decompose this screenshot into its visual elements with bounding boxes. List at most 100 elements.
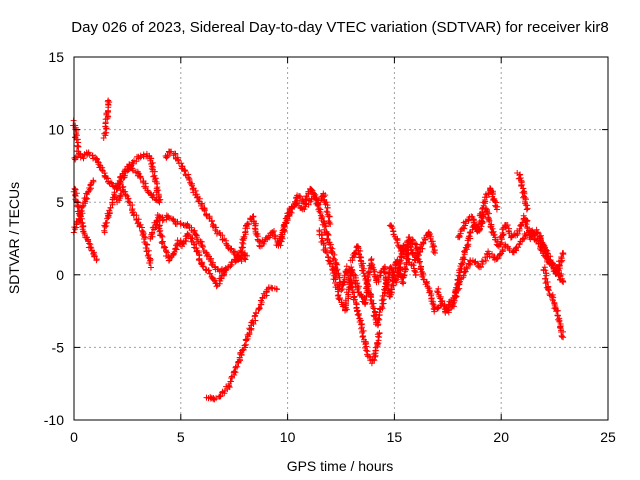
data-point	[140, 230, 147, 237]
data-point	[137, 152, 144, 159]
data-point	[249, 214, 256, 220]
data-point	[258, 299, 265, 306]
data-point	[430, 243, 437, 250]
data-point	[308, 186, 315, 193]
data-point	[86, 186, 93, 193]
x-tick-label: 20	[493, 429, 509, 445]
data-point	[456, 233, 463, 240]
data-point	[549, 296, 556, 303]
data-point	[376, 329, 383, 336]
data-point	[101, 227, 108, 234]
data-point	[535, 229, 542, 236]
y-tick-label: 10	[48, 122, 64, 138]
data-point	[420, 276, 427, 283]
data-point	[499, 226, 506, 233]
data-point	[419, 245, 426, 252]
data-point	[434, 289, 441, 296]
data-point	[416, 259, 423, 266]
data-point	[365, 268, 372, 275]
data-point	[105, 97, 112, 104]
data-point	[465, 241, 472, 248]
data-point	[422, 236, 429, 243]
data-point	[493, 206, 500, 213]
data-point	[392, 277, 399, 284]
data-point	[271, 228, 277, 234]
data-point	[389, 286, 395, 293]
data-point	[298, 204, 305, 211]
data-series-track-r	[455, 185, 501, 241]
data-point	[370, 351, 377, 358]
chart-title: Day 026 of 2023, Sidereal Day-to-day VTE…	[71, 19, 608, 36]
data-point	[85, 237, 91, 244]
data-point	[381, 283, 388, 290]
y-tick-label: -5	[52, 339, 65, 355]
data-point	[210, 277, 217, 284]
data-point	[316, 208, 323, 215]
data-point	[368, 301, 375, 307]
data-point	[168, 148, 175, 155]
data-point	[147, 264, 154, 271]
data-point	[322, 192, 329, 199]
data-point	[410, 262, 417, 269]
data-point	[73, 190, 80, 197]
data-point	[284, 210, 291, 217]
data-point	[560, 334, 567, 341]
data-point	[142, 183, 149, 190]
data-point	[456, 276, 463, 283]
data-point	[386, 274, 393, 281]
data-point	[411, 268, 418, 275]
data-point	[236, 356, 243, 363]
data-point	[205, 267, 212, 274]
data-point	[244, 220, 251, 227]
data-point	[85, 149, 92, 156]
data-point	[159, 239, 166, 246]
data-point	[87, 244, 94, 251]
data-point	[323, 223, 329, 230]
x-tick-label: 25	[600, 429, 616, 445]
data-point	[523, 206, 530, 213]
data-point	[173, 246, 180, 253]
data-point	[516, 226, 523, 232]
data-point	[400, 272, 407, 279]
data-point	[354, 280, 361, 287]
data-point	[351, 293, 358, 300]
data-point	[543, 272, 550, 279]
data-point	[371, 308, 378, 315]
x-tick-label: 15	[387, 429, 403, 445]
y-axis-label: SDTVAR / TECUs	[6, 182, 22, 294]
data-point	[524, 232, 530, 239]
data-point	[133, 158, 140, 165]
data-point	[81, 200, 88, 207]
data-point	[360, 296, 367, 303]
data-point	[493, 256, 500, 263]
y-tick-label: 15	[48, 49, 64, 65]
data-point	[253, 310, 260, 317]
data-point	[213, 395, 220, 402]
data-point	[279, 227, 286, 234]
data-point	[208, 261, 215, 268]
data-point	[357, 248, 364, 254]
data-point	[455, 279, 462, 286]
data-point	[523, 196, 529, 203]
data-point	[330, 270, 337, 277]
data-point	[558, 255, 565, 262]
data-point	[492, 203, 499, 210]
data-point	[560, 279, 567, 286]
data-point	[318, 232, 325, 239]
data-point	[410, 237, 417, 244]
data-point	[375, 276, 382, 283]
data-point	[524, 217, 531, 224]
data-point	[144, 241, 151, 248]
data-point	[137, 174, 144, 181]
data-point	[332, 256, 338, 263]
data-point	[416, 258, 423, 265]
data-point	[557, 272, 564, 279]
data-point	[423, 280, 430, 287]
data-point	[174, 218, 181, 225]
data-series-track-e	[100, 97, 113, 141]
data-point	[355, 283, 362, 290]
data-point	[343, 263, 350, 270]
data-point	[359, 333, 366, 340]
